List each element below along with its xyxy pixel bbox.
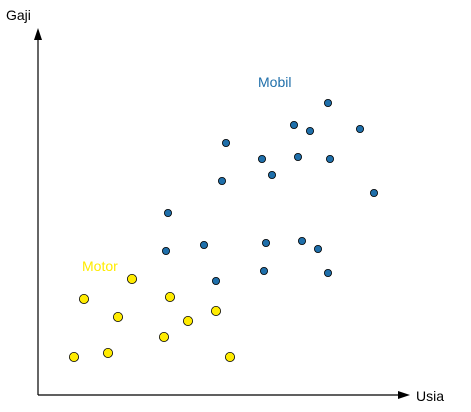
mobil-point-14 [305, 127, 314, 136]
y-axis-arrow [34, 28, 42, 40]
axes: Gaji Usia [6, 7, 444, 404]
mobil-point-7 [259, 266, 268, 275]
mobil-point-17 [325, 154, 334, 163]
mobil-point-1 [161, 246, 170, 255]
x-axis-arrow [398, 391, 410, 399]
series-mobil-points [161, 99, 378, 285]
series-label-motor: Motor [82, 258, 118, 274]
mobil-point-6 [221, 138, 230, 147]
series-motor-points [69, 273, 235, 362]
mobil-point-9 [257, 154, 266, 163]
mobil-point-18 [323, 99, 332, 108]
motor-point-7 [164, 291, 175, 302]
mobil-point-16 [323, 268, 332, 277]
mobil-point-11 [289, 121, 298, 130]
x-axis-label: Usia [416, 388, 444, 404]
motor-point-6 [158, 331, 169, 342]
motor-point-9 [210, 305, 221, 316]
motor-point-1 [69, 351, 80, 362]
motor-point-2 [79, 293, 90, 304]
mobil-point-8 [261, 238, 270, 247]
mobil-point-19 [355, 125, 364, 134]
series-label-mobil: Mobil [258, 74, 291, 90]
series-labels: Mobil Motor [82, 74, 291, 274]
mobil-point-13 [297, 236, 306, 245]
data-points [69, 99, 378, 362]
mobil-point-20 [369, 188, 378, 197]
motor-point-5 [127, 273, 138, 284]
motor-point-4 [113, 311, 124, 322]
mobil-point-15 [313, 244, 322, 253]
y-axis-label: Gaji [6, 7, 31, 23]
mobil-point-12 [293, 152, 302, 161]
mobil-point-10 [267, 170, 276, 179]
mobil-point-5 [217, 176, 226, 185]
motor-point-3 [103, 347, 114, 358]
mobil-point-2 [163, 208, 172, 217]
mobil-point-4 [211, 276, 220, 285]
motor-point-10 [224, 351, 235, 362]
mobil-point-3 [199, 240, 208, 249]
motor-point-8 [182, 315, 193, 326]
